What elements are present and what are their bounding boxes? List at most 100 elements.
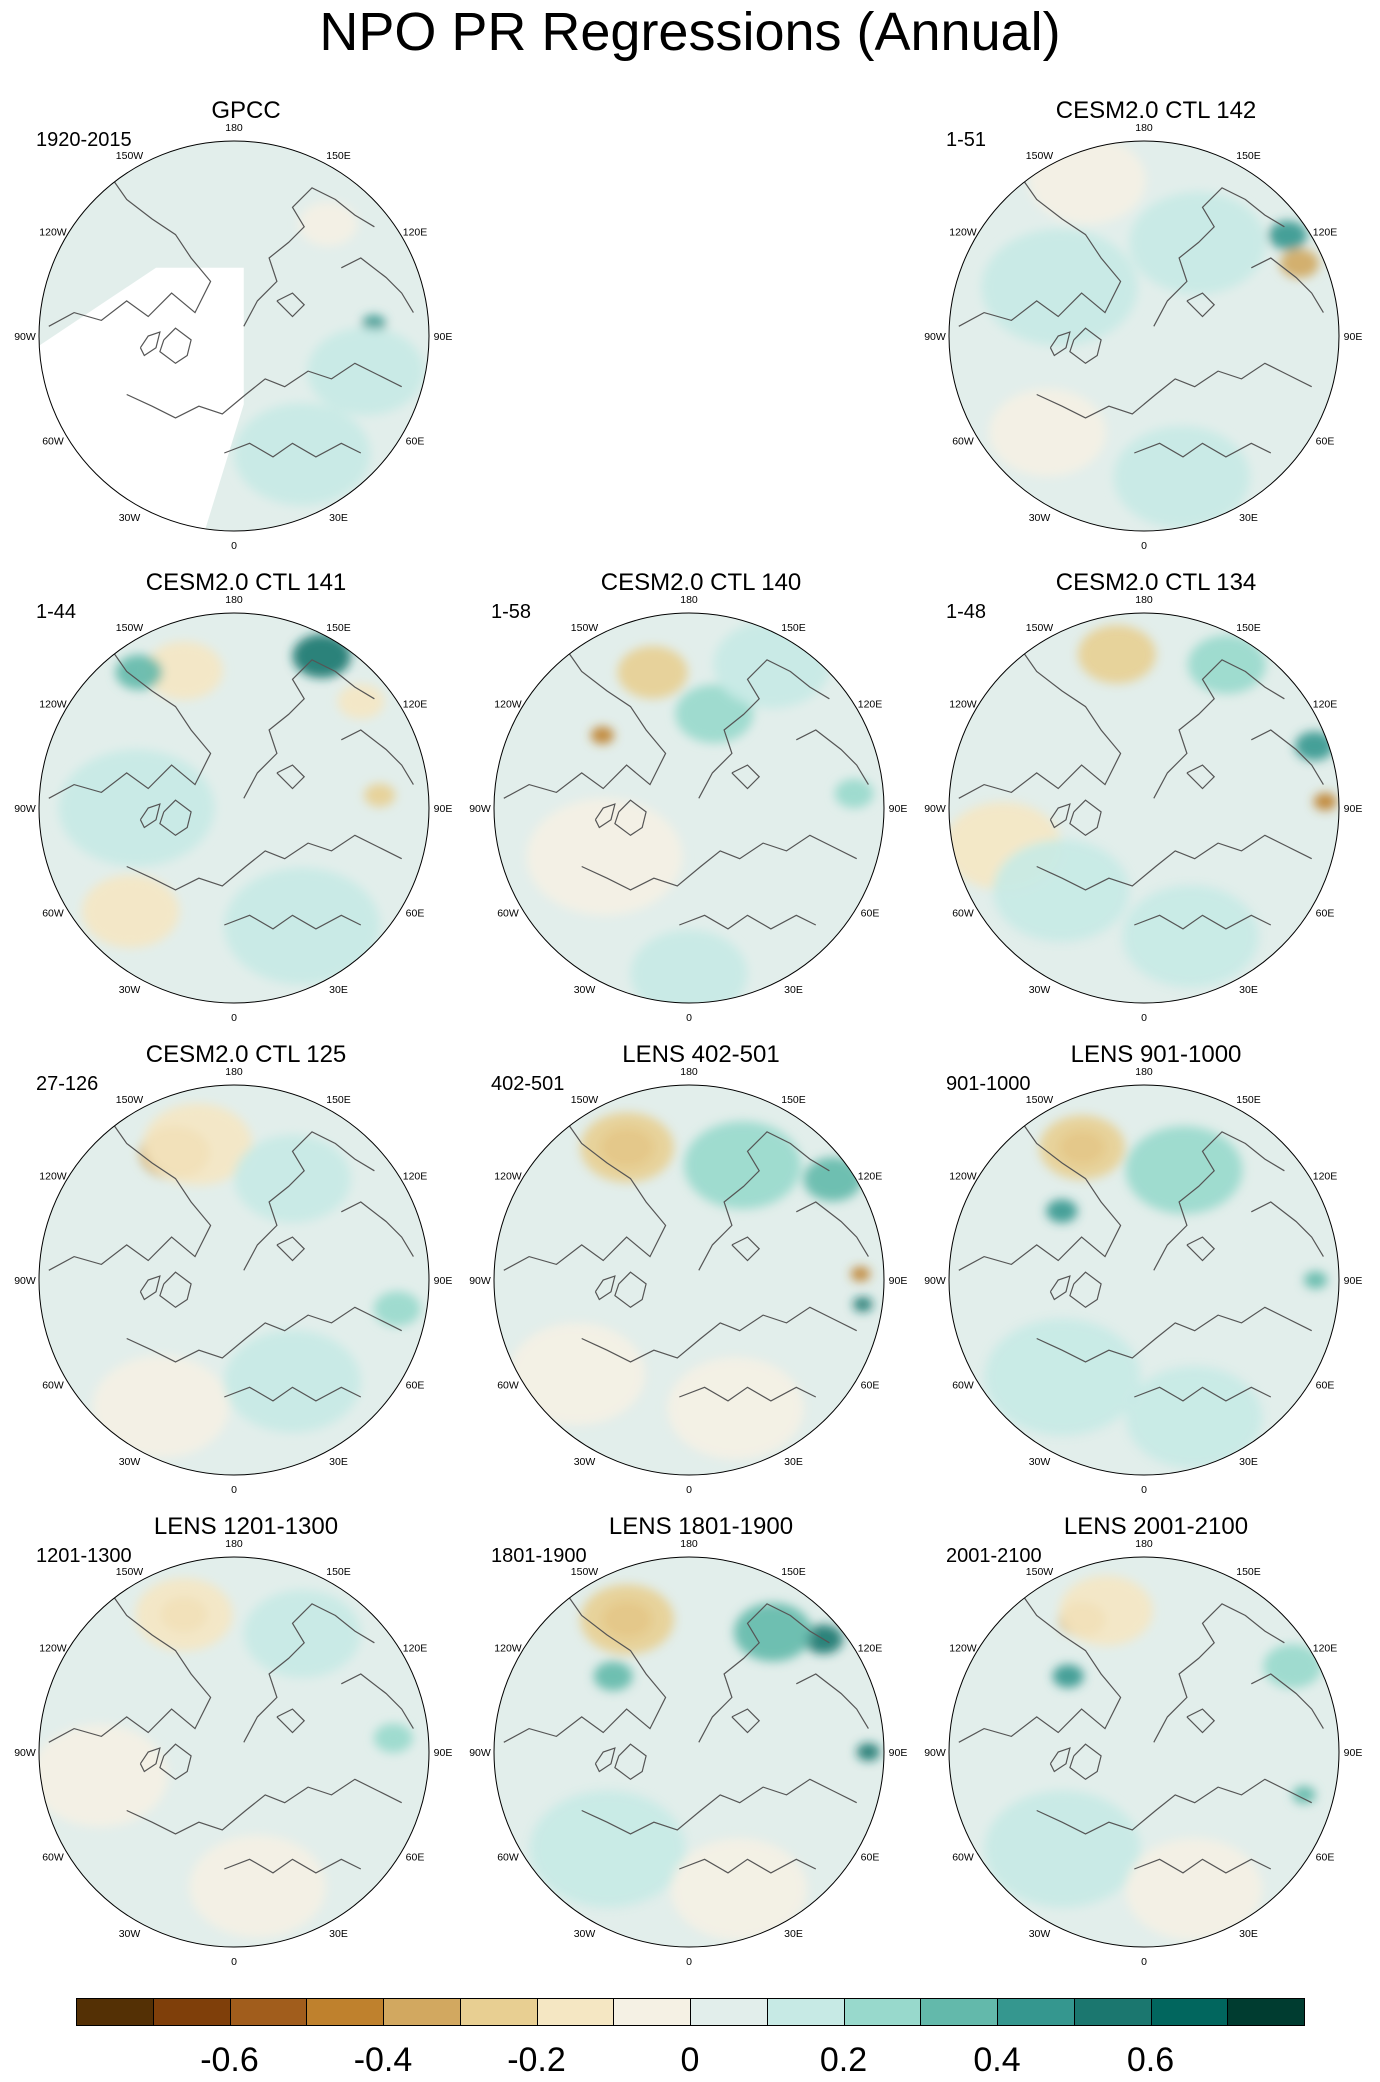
anomaly-patch [981, 228, 1138, 346]
longitude-label: 30W [574, 984, 596, 996]
coastline [276, 292, 306, 318]
anomaly-patch [1268, 220, 1308, 250]
longitude-label: 90E [1344, 1275, 1363, 1287]
anomaly-patch [92, 1355, 230, 1458]
coastline [1251, 729, 1324, 785]
longitude-label: 30W [1029, 512, 1051, 524]
longitude-label: 30E [329, 984, 348, 996]
longitude-label: 150E [326, 1094, 351, 1106]
polar-map: 180 150E 120E 90E 60E 30E 0 30W 60W 90W 120W 150W [469, 1538, 907, 1968]
coastline [614, 799, 647, 837]
longitude-label: 90W [14, 331, 36, 343]
anomaly-patch [580, 1584, 674, 1655]
colorbar-swatch [690, 1998, 768, 2026]
longitude-label: 180 [1135, 1066, 1153, 1078]
coastline [139, 1275, 161, 1301]
longitude-label: 120E [403, 227, 428, 239]
colorbar-swatch [383, 1998, 461, 2026]
anomaly-patch [1125, 1366, 1263, 1469]
longitude-label: 150E [326, 150, 351, 162]
anomaly-patch [733, 1602, 812, 1662]
coastline [1049, 803, 1071, 829]
longitude-label: 0 [686, 1956, 692, 1968]
panel-period-label: 402-501 [491, 1073, 565, 1095]
longitude-label: 90W [924, 1275, 946, 1287]
colorbar-tick-label: 0.6 [1126, 2041, 1175, 2079]
coastline [1036, 1306, 1312, 1363]
anomaly-patch [373, 1291, 421, 1327]
longitude-label: 90E [434, 331, 453, 343]
coastline [1049, 1747, 1071, 1773]
coastline [698, 1131, 830, 1271]
colorbar-swatch [152, 1998, 231, 2026]
coastline [1186, 764, 1216, 790]
map-panel: LENS 402-501 402-501 180 150E 120E 90E 60E 30E 0… [469, 1040, 911, 1500]
coastline [1134, 1858, 1272, 1874]
panel-title: GPCC [211, 97, 281, 124]
anomaly-patch [234, 1134, 351, 1223]
polar-map: 180 150E 120E 90E 60E 30E 0 30W 60W 90W 120W 150W [924, 594, 1362, 1024]
longitude-label: 30E [1239, 512, 1258, 524]
longitude-label: 150W [571, 622, 599, 634]
longitude-label: 0 [231, 1012, 237, 1024]
anomaly-patch [508, 1322, 646, 1426]
colorbar-swatch [1073, 1998, 1152, 2026]
panel-period-label: 1-58 [491, 601, 532, 623]
longitude-label: 150W [116, 622, 144, 634]
anomaly-patch [234, 403, 371, 506]
anomaly-patch [39, 1724, 168, 1827]
longitude-label: 180 [225, 122, 243, 134]
map-boundary-circle [948, 1084, 1340, 1476]
panel-title: CESM2.0 CTL 125 [145, 1041, 347, 1068]
figure-title: NPO PR Regressions (Annual) [319, 2, 1061, 62]
longitude-label: 30W [1029, 1456, 1051, 1468]
coastline [341, 1673, 414, 1729]
coastline [796, 1673, 869, 1729]
coastline [581, 1306, 857, 1363]
coastline [243, 1131, 375, 1271]
coastline [139, 1747, 161, 1773]
anomaly-patch [1113, 426, 1251, 529]
colorbar-swatch [459, 1998, 538, 2026]
longitude-label: 30W [574, 1928, 596, 1940]
polar-map: 180 150E 120E 90E 60E 30E 0 30W 60W 90W 120W 150W [924, 1066, 1363, 1496]
longitude-label: 0 [231, 1956, 237, 1968]
map-panel: CESM2.0 CTL 141 1-44 180 150E 120E 90E 60E 30E 0… [14, 568, 456, 1028]
longitude-label: 60E [1316, 908, 1335, 920]
longitude-label: 30E [329, 512, 348, 524]
polar-map: 180 150E 120E 90E 60E 30E 0 30W 60W 90W 120W 150W [924, 122, 1362, 552]
anomaly-patch [337, 683, 385, 720]
anomaly-patch [1125, 1838, 1263, 1941]
longitude-label: 60W [497, 1852, 519, 1864]
coastline [958, 1595, 1122, 1743]
anomaly-patch [292, 634, 351, 678]
panel-title: CESM2.0 CTL 141 [145, 569, 347, 596]
panel-period-label: 1-44 [36, 601, 77, 623]
longitude-label: 180 [680, 1538, 698, 1550]
anomaly-patch [224, 867, 381, 985]
longitude-label: 60W [42, 436, 64, 448]
longitude-label: 150W [1026, 1094, 1054, 1106]
longitude-label: 60W [497, 1380, 519, 1392]
anomaly-patch [526, 798, 683, 916]
panel-title: CESM2.0 CTL 140 [600, 569, 802, 596]
anomaly-patch [1052, 1664, 1084, 1688]
anomaly-patch [81, 874, 180, 948]
colorbar-swatch [920, 1998, 998, 2026]
coastline [341, 1201, 414, 1257]
anomaly-patch [713, 620, 831, 709]
longitude-label: 120W [39, 1171, 67, 1183]
longitude-label: 60W [952, 436, 974, 448]
longitude-label: 90W [14, 803, 36, 815]
anomaly-patch [1313, 792, 1337, 811]
longitude-label: 150E [1236, 1094, 1261, 1106]
coastline [698, 1603, 830, 1743]
coastline [698, 659, 830, 799]
coastline [1069, 1271, 1102, 1309]
coastline [731, 1708, 761, 1734]
coastline [159, 799, 192, 837]
coastline [224, 914, 362, 930]
map-panel: CESM2.0 CTL 142 1-51 180 150E 120E 90E 60E 30E 0… [924, 96, 1366, 556]
coastline [679, 1858, 817, 1874]
longitude-label: 150E [326, 1566, 351, 1578]
